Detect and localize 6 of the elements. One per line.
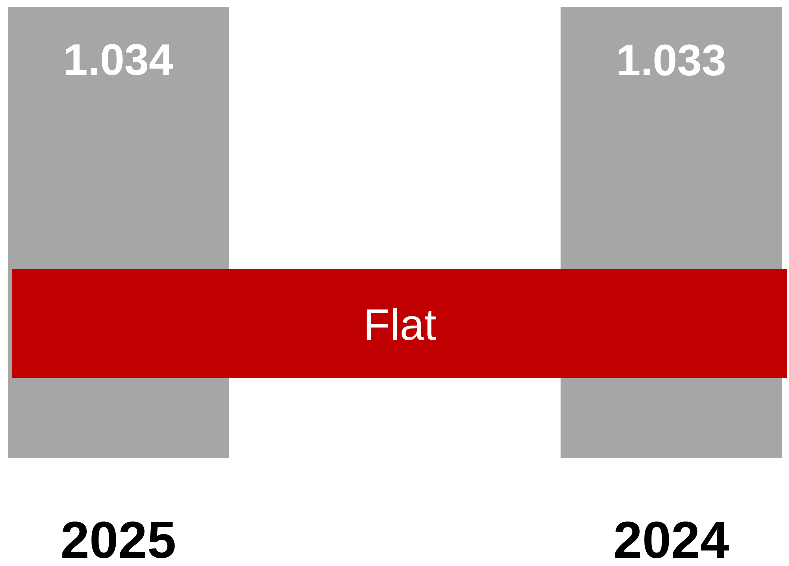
- data-label: 1.033: [616, 36, 726, 86]
- annotation: Flat: [363, 301, 437, 350]
- x-tick-label: 2025: [60, 512, 176, 566]
- banner: Flat: [12, 269, 787, 378]
- data-label: 1.034: [64, 36, 174, 85]
- x-tick-label: 2024: [614, 512, 730, 566]
